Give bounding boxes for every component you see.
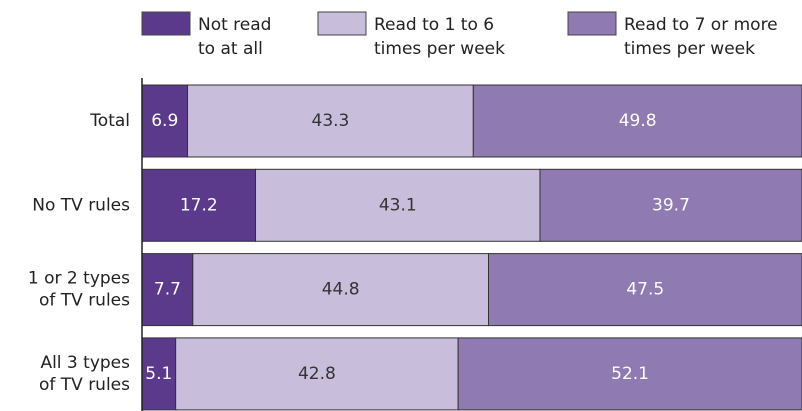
bar-segment [255,168,541,242]
y-tick-label: All 3 types of TV rules [39,353,130,395]
data-label: 6.9 [151,111,178,131]
bar-segment [472,84,802,158]
bar-segment [488,253,802,327]
data-label: 43.3 [312,111,350,131]
data-label: 49.8 [619,111,657,131]
bar-segment [175,337,459,411]
data-label: 42.8 [298,364,336,384]
legend-swatch [317,11,367,36]
bar-segment [141,168,257,242]
data-label: 47.5 [626,280,664,300]
data-label: 43.1 [379,195,417,215]
bar-segment [141,84,189,158]
legend-label: Not read to at all [198,15,271,59]
bar-segment [192,253,489,327]
bar-segment [457,337,802,411]
bar-segment [539,168,802,242]
data-label: 5.1 [145,364,172,384]
legend-label: Read to 7 or more times per week [624,15,778,59]
data-label: 39.7 [652,195,690,215]
bar-segment [141,337,177,411]
data-label: 52.1 [611,364,649,384]
legend-swatch [141,11,191,36]
y-tick-label: 1 or 2 types of TV rules [28,269,130,311]
legend-label: Read to 1 to 6 times per week [374,15,505,59]
data-label: 7.7 [154,280,181,300]
y-tick-label: Total [89,111,130,131]
legend-swatch [567,11,617,36]
y-tick-label: No TV rules [32,195,130,215]
data-label: 44.8 [322,280,360,300]
data-label: 17.2 [180,195,218,215]
bar-segment [187,84,474,158]
